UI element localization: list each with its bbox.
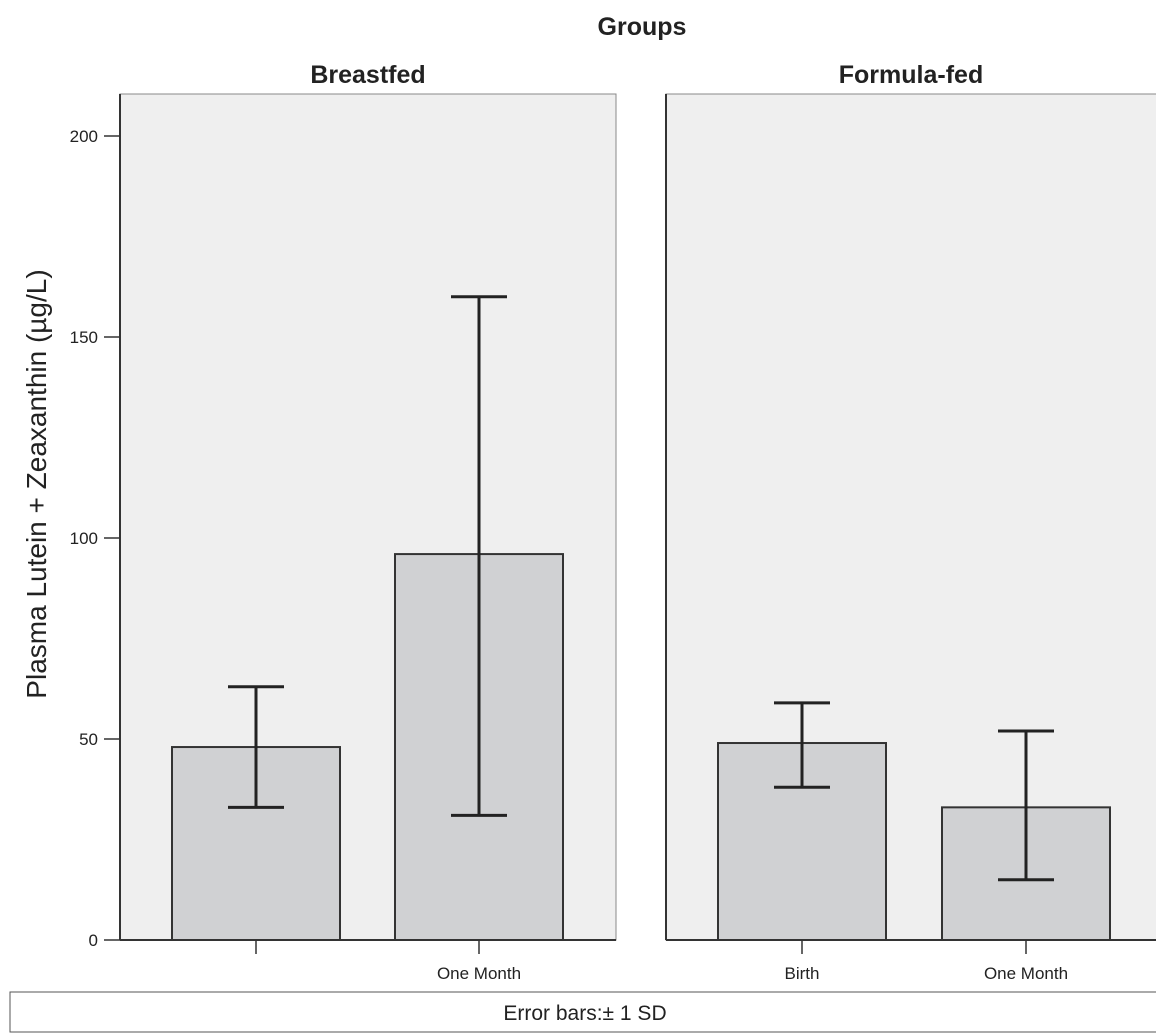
chart-title: Groups (598, 13, 687, 41)
panel-title-formula-fed: Formula-fed (839, 61, 983, 89)
y-tick-label-1: 50 (79, 730, 98, 749)
x-tick-label-1-0: Birth (785, 964, 820, 983)
y-tick-label-0: 0 (89, 931, 98, 950)
y-tick-label-2: 100 (70, 529, 98, 548)
x-tick-label-0-1: One Month (437, 964, 521, 983)
y-tick-label-4: 200 (70, 127, 98, 146)
x-tick-label-1-1: One Month (984, 964, 1068, 983)
footnote-text: Error bars:± 1 SD (503, 1002, 666, 1025)
panel-title-breastfed: Breastfed (310, 61, 425, 89)
footnote-box (9, 991, 1156, 1033)
bar-1-0 (717, 742, 887, 942)
y-axis-label: Plasma Lutein + Zeaxanthin (µg/L) (21, 269, 52, 698)
y-ticks: 0 50 100 150 200 (70, 127, 120, 950)
x-ticks: One Month Birth One Month (255, 940, 1068, 983)
error-bars (228, 295, 1054, 882)
y-tick-label-3: 150 (70, 328, 98, 347)
